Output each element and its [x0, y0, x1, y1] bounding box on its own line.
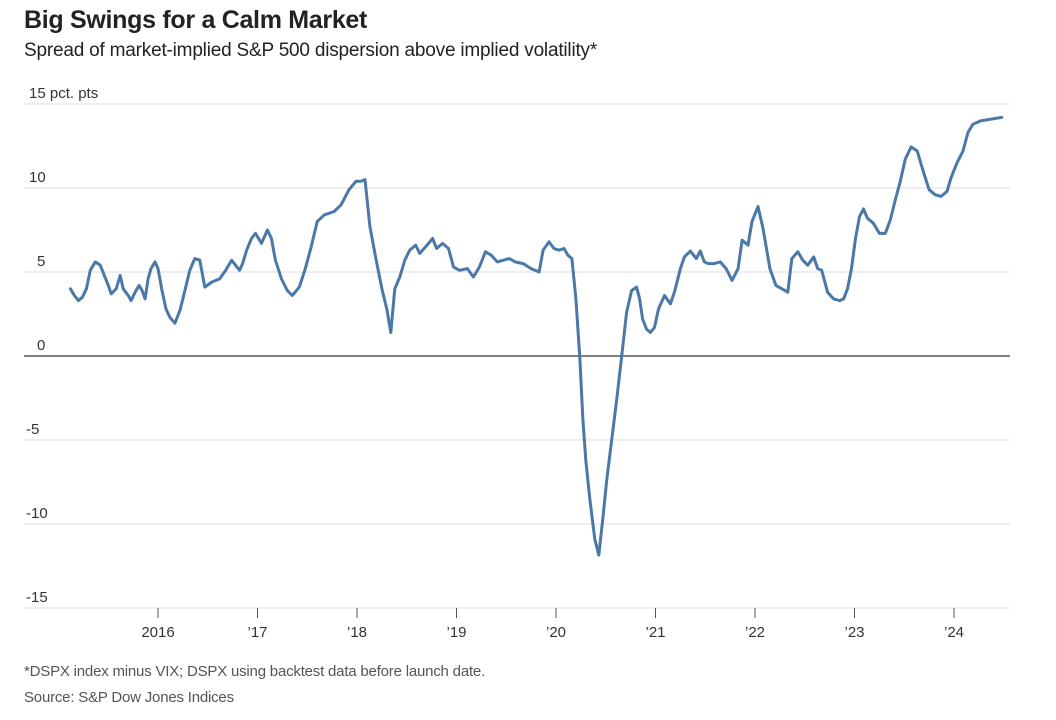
y-tick-label: -15: [26, 589, 48, 606]
series-group: [24, 115, 1010, 557]
x-tick-label: ’17: [247, 624, 267, 641]
chart-title: Big Swings for a Calm Market: [24, 6, 368, 34]
x-tick-label: 2016: [141, 624, 174, 641]
x-tick-label: ’19: [446, 624, 466, 641]
y-tick-label: 5: [37, 253, 45, 270]
x-tick-label: ’20: [546, 624, 566, 641]
x-axis: 2016 ’17 ’18 ’19 ’20 ’21 ’22 ’23 ’24: [141, 608, 964, 641]
x-tick-label: ’21: [645, 624, 665, 641]
y-tick-label: 0: [37, 337, 45, 354]
x-tick-label: ’23: [844, 624, 864, 641]
gridlines: [24, 103, 1010, 609]
x-tick-label: ’18: [347, 624, 367, 641]
source-note: Source: S&P Dow Jones Indices: [24, 689, 234, 706]
y-tick-label: -5: [26, 421, 39, 438]
y-axis-tick-labels: 15 pct. pts 10 5 0 -5 -10 -15: [26, 85, 98, 606]
y-tick-label: -10: [26, 505, 48, 522]
series-line-0: [68, 115, 1004, 557]
chart-subtitle: Spread of market-implied S&P 500 dispers…: [24, 40, 598, 61]
x-tick-label: ’24: [944, 624, 964, 641]
y-tick-label: 10: [29, 169, 46, 186]
x-tick-label: ’22: [745, 624, 765, 641]
y-tick-label: 15 pct. pts: [29, 85, 98, 102]
footnote: *DSPX index minus VIX; DSPX using backte…: [24, 663, 486, 680]
